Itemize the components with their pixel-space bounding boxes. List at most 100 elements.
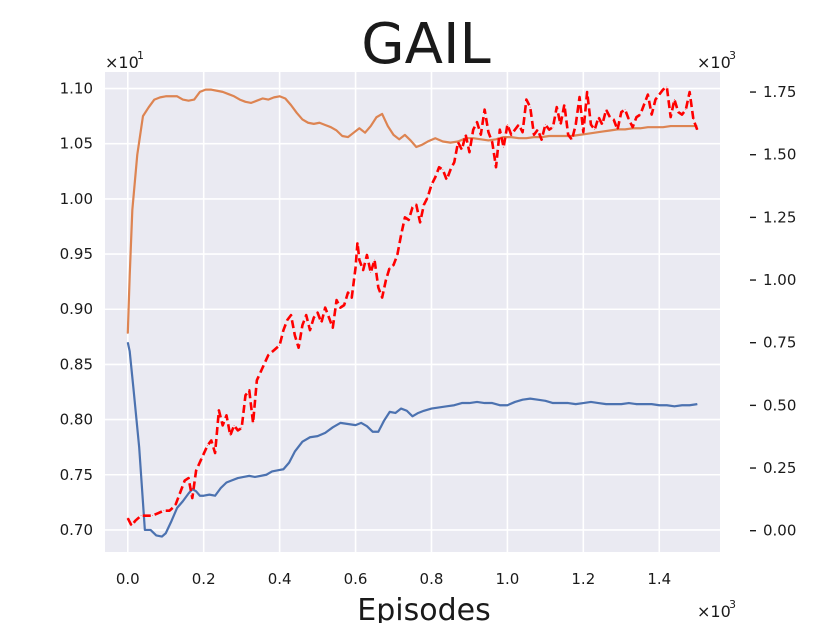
data-point [193, 99, 195, 100]
data-point [171, 520, 172, 522]
data-point [207, 445, 208, 446]
data-point [229, 435, 231, 436]
data-point [174, 505, 176, 507]
data-point [423, 204, 425, 206]
data-point [353, 132, 355, 134]
data-point [355, 424, 356, 426]
data-point [514, 401, 516, 403]
data-point [412, 415, 413, 417]
data-point [343, 304, 345, 306]
data-point [639, 127, 641, 129]
data-point [552, 126, 554, 128]
data-point [658, 94, 660, 95]
data-point [609, 130, 611, 131]
data-point [488, 131, 489, 133]
data-point [434, 137, 436, 139]
data-point [408, 219, 410, 221]
data-point [488, 140, 489, 141]
data-point [525, 137, 527, 139]
data-point [358, 259, 360, 261]
data-point [450, 169, 451, 171]
data-point [171, 95, 172, 97]
data-point [681, 114, 683, 116]
data-point [567, 134, 569, 136]
data-point [248, 475, 250, 477]
data-point [491, 402, 493, 404]
data-point [655, 126, 656, 128]
data-point [305, 314, 307, 316]
data-point [628, 402, 630, 404]
chart-title: GAIL [361, 12, 490, 77]
data-point [313, 123, 315, 125]
data-point [351, 297, 353, 298]
data-point [666, 86, 668, 88]
data-point [298, 347, 300, 349]
y-right-tick-label: 0.75 [763, 334, 796, 352]
data-point [271, 471, 273, 472]
x-tick-label: 1.0 [495, 570, 519, 588]
data-point [484, 109, 486, 110]
data-point [398, 138, 400, 140]
data-point [438, 407, 440, 408]
y-left-tick-label: 1.05 [60, 135, 93, 153]
data-point [518, 137, 520, 139]
data-point [586, 91, 588, 93]
data-point [662, 126, 664, 128]
svg-text:3: 3 [729, 49, 736, 62]
data-point [469, 402, 470, 404]
data-point [358, 127, 360, 129]
y-right-tick-label: 0.25 [763, 459, 796, 477]
y-right-tick-labels: 0.00 0.25 0.50 0.75 1.00 1.25 1.50 1.75 [750, 83, 796, 540]
data-point [370, 125, 372, 127]
data-point [567, 402, 569, 404]
x-tick-label: 0.6 [344, 570, 368, 588]
data-point [320, 322, 322, 324]
data-point [330, 126, 332, 128]
data-point [260, 475, 262, 477]
data-point [560, 124, 561, 126]
grid-y [105, 87, 720, 531]
data-point [594, 129, 596, 131]
data-point [457, 141, 459, 142]
data-point [400, 234, 402, 236]
data-point [461, 149, 463, 151]
data-point [518, 124, 520, 126]
x-tick-label: 0.0 [116, 570, 140, 588]
data-point [396, 254, 398, 256]
data-point [376, 116, 377, 118]
y-left-tick-label: 0.95 [60, 245, 93, 263]
data-point [133, 388, 134, 390]
data-point [556, 135, 558, 137]
plot-background [105, 72, 720, 552]
data-point [590, 401, 592, 403]
data-point [347, 136, 349, 138]
data-point [647, 94, 649, 95]
data-point [188, 477, 189, 479]
series-1 [126, 88, 698, 334]
data-point [134, 520, 136, 522]
data-point [427, 196, 429, 198]
data-point [681, 404, 683, 406]
data-point [666, 404, 668, 406]
x-tick-label: 0.2 [192, 570, 216, 588]
data-point [639, 114, 641, 116]
data-point [294, 334, 296, 336]
data-point [210, 89, 212, 91]
data-point [245, 101, 246, 103]
data-point [579, 96, 580, 98]
data-point [381, 297, 383, 298]
y-right-tick-label: 1.25 [763, 208, 796, 226]
series-2 [126, 85, 699, 527]
data-point [191, 497, 193, 499]
data-point [484, 402, 486, 404]
data-point [393, 264, 394, 266]
data-point [357, 242, 358, 243]
data-point [575, 403, 577, 405]
data-point [226, 482, 227, 483]
data-point [360, 422, 362, 424]
data-point [339, 307, 341, 309]
y-left-tick-label: 0.80 [60, 411, 93, 429]
data-point [218, 409, 220, 411]
data-point [127, 341, 129, 343]
